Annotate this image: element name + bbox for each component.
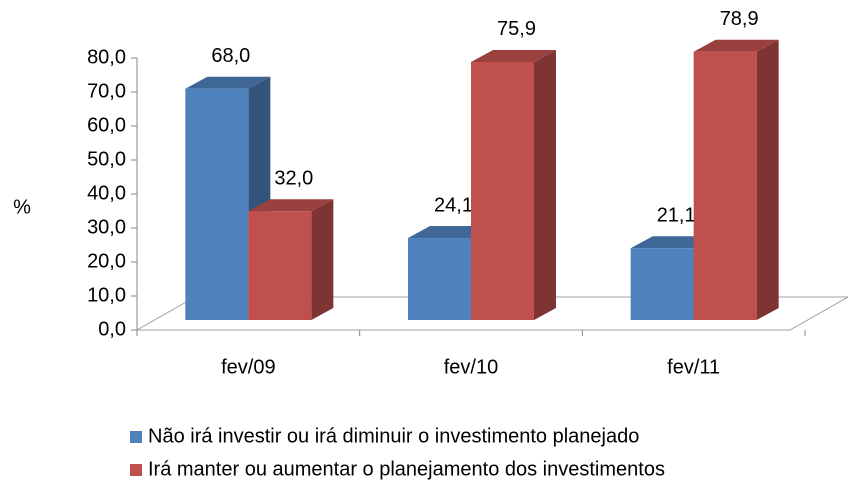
data-label: 32,0 [274,167,313,189]
y-tick-label: 0,0 [98,318,126,340]
bar [693,51,757,321]
data-label: 78,9 [720,8,759,30]
data-label: 68,0 [211,45,250,67]
y-tick-label: 80,0 [87,46,126,68]
bar [630,248,694,320]
y-tick-label: 50,0 [87,148,126,170]
y-tick-label: 10,0 [87,284,126,306]
y-tick-label: 60,0 [87,114,126,136]
y-axis-label: % [13,196,31,218]
bar [408,238,471,320]
x-tick-label: fev/10 [444,356,498,378]
bar [248,211,312,320]
bar-side [534,49,556,320]
data-label: 24,1 [434,194,473,216]
data-label: 21,1 [657,205,696,227]
bar [471,61,534,320]
bar [185,88,249,320]
legend-swatch [130,431,142,443]
bar-top [693,39,779,52]
bar-side [756,39,779,321]
x-tick-label: fev/09 [221,356,275,378]
y-tick-label: 20,0 [87,250,126,272]
x-tick-label: fev/11 [667,356,720,378]
bar-side [311,199,334,320]
bar-top [185,76,271,89]
bar-top [471,49,556,62]
y-tick-label: 30,0 [87,216,126,238]
legend-label: Não irá investir ou irá diminuir o inves… [148,425,639,447]
floor [135,296,848,331]
y-tick-label: 70,0 [87,80,126,102]
bar-top [248,199,334,212]
data-label: 75,9 [497,18,536,40]
y-tick-label: 40,0 [87,182,126,204]
legend-swatch [130,464,142,476]
legend-label: Irá manter ou aumentar o planejamento do… [148,458,665,480]
